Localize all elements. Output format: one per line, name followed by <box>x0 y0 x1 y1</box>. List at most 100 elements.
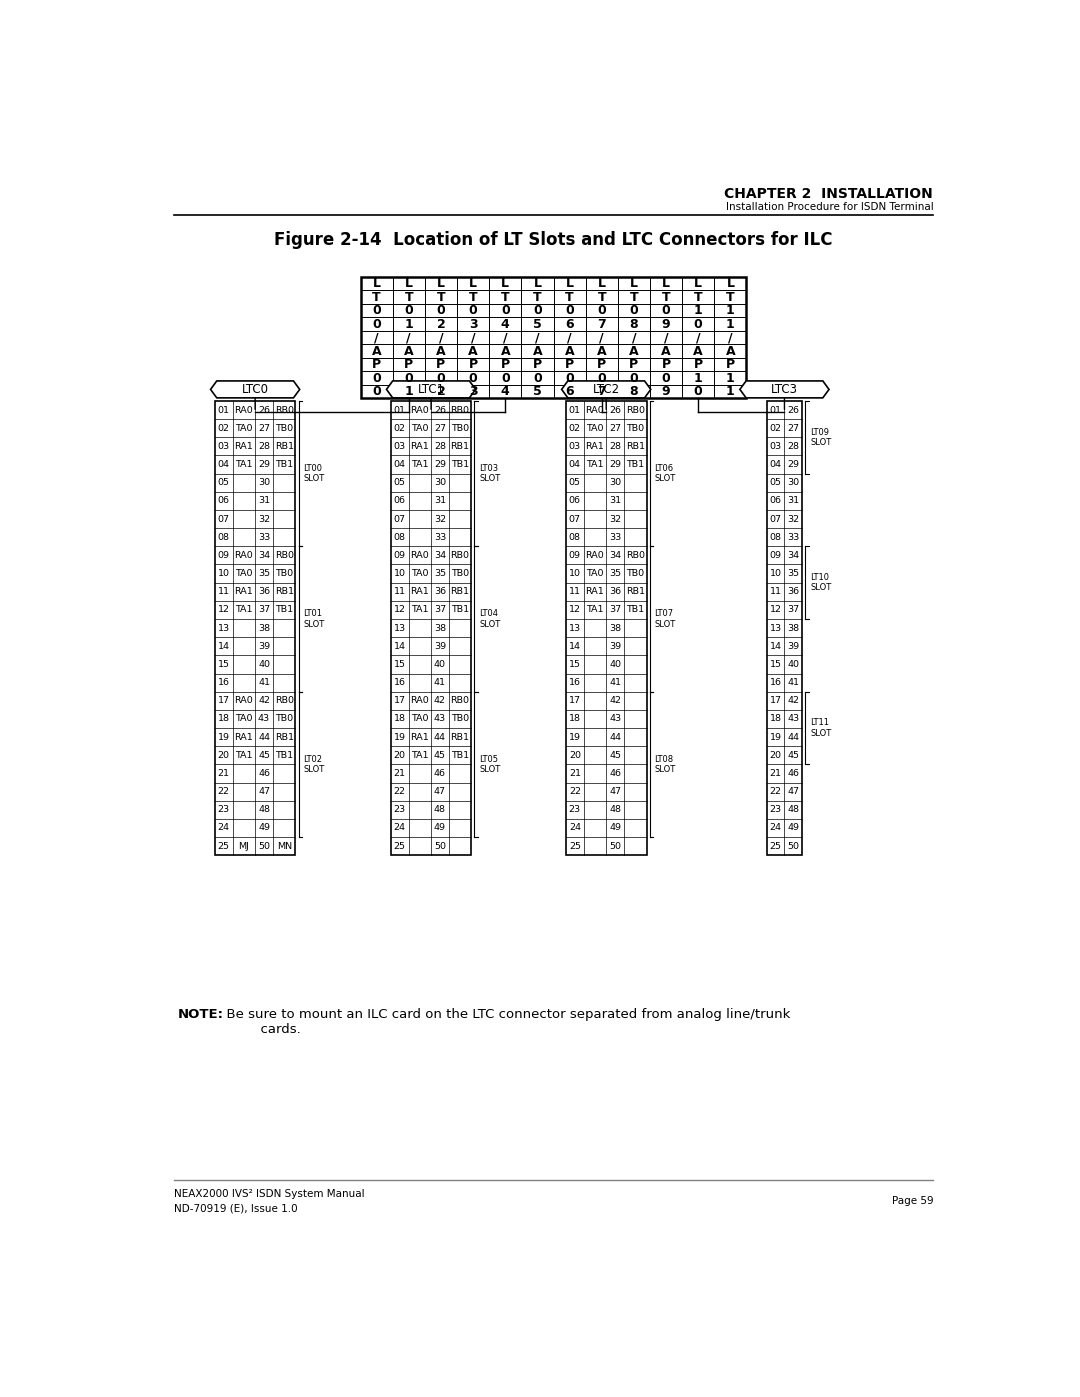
Text: 14: 14 <box>394 641 406 651</box>
Text: 23: 23 <box>569 805 581 814</box>
Text: 31: 31 <box>609 496 621 506</box>
Polygon shape <box>740 381 829 398</box>
Text: TA1: TA1 <box>411 750 429 760</box>
Text: Be sure to mount an ILC card on the LTC connector separated from analog line/tru: Be sure to mount an ILC card on the LTC … <box>218 1009 791 1037</box>
Text: 26: 26 <box>434 405 446 415</box>
Text: 17: 17 <box>218 696 230 705</box>
Text: RB0: RB0 <box>274 550 294 560</box>
Text: Installation Procedure for ISDN Terminal: Installation Procedure for ISDN Terminal <box>726 203 933 212</box>
Text: 31: 31 <box>787 496 799 506</box>
Text: T: T <box>565 291 573 303</box>
Text: 49: 49 <box>434 823 446 833</box>
Text: TB0: TB0 <box>275 714 294 724</box>
Text: 28: 28 <box>609 441 621 451</box>
Text: RB1: RB1 <box>450 587 470 597</box>
Text: /: / <box>632 331 636 344</box>
Text: 15: 15 <box>569 659 581 669</box>
Text: 11: 11 <box>218 587 230 597</box>
Text: 0: 0 <box>373 386 381 398</box>
Text: 50: 50 <box>434 841 446 851</box>
Text: T: T <box>662 291 671 303</box>
Text: 25: 25 <box>770 841 782 851</box>
Text: 49: 49 <box>609 823 621 833</box>
Text: 17: 17 <box>569 696 581 705</box>
Text: 13: 13 <box>769 623 782 633</box>
Text: A: A <box>565 345 575 358</box>
Text: 43: 43 <box>609 714 621 724</box>
Text: 0: 0 <box>436 305 445 317</box>
Text: RB0: RB0 <box>625 550 645 560</box>
Text: TB1: TB1 <box>626 605 645 615</box>
Text: TA1: TA1 <box>235 750 253 760</box>
Text: 31: 31 <box>258 496 270 506</box>
Text: 22: 22 <box>569 787 581 796</box>
Text: 3: 3 <box>469 386 477 398</box>
Text: 33: 33 <box>434 532 446 542</box>
Text: TA1: TA1 <box>235 460 253 469</box>
Text: 30: 30 <box>609 478 621 488</box>
Text: 07: 07 <box>569 514 581 524</box>
Text: P: P <box>726 358 735 372</box>
Text: 39: 39 <box>434 641 446 651</box>
Text: RA0: RA0 <box>585 550 605 560</box>
Text: 0: 0 <box>662 305 671 317</box>
Text: 36: 36 <box>258 587 270 597</box>
Text: 30: 30 <box>787 478 799 488</box>
Text: 48: 48 <box>787 805 799 814</box>
Text: 0: 0 <box>404 372 414 384</box>
Text: L: L <box>405 277 413 291</box>
Text: 10: 10 <box>770 569 782 578</box>
Text: 0: 0 <box>436 372 445 384</box>
Text: 31: 31 <box>434 496 446 506</box>
Text: 47: 47 <box>434 787 446 796</box>
Text: 21: 21 <box>770 768 782 778</box>
Text: LT01
SLOT: LT01 SLOT <box>303 609 324 629</box>
Text: 43: 43 <box>787 714 799 724</box>
Text: 18: 18 <box>218 714 230 724</box>
Text: 35: 35 <box>434 569 446 578</box>
Text: /: / <box>375 331 379 344</box>
Text: 37: 37 <box>787 605 799 615</box>
Text: L: L <box>630 277 638 291</box>
Text: RB0: RB0 <box>450 696 470 705</box>
Text: 27: 27 <box>609 423 621 433</box>
Text: 5: 5 <box>534 317 542 331</box>
Text: L: L <box>694 277 702 291</box>
Text: RB1: RB1 <box>274 441 294 451</box>
Text: 41: 41 <box>434 678 446 687</box>
Text: 26: 26 <box>609 405 621 415</box>
Text: 43: 43 <box>434 714 446 724</box>
Text: 06: 06 <box>770 496 782 506</box>
Text: 19: 19 <box>770 732 782 742</box>
Text: 41: 41 <box>258 678 270 687</box>
Text: 40: 40 <box>434 659 446 669</box>
Text: 05: 05 <box>218 478 230 488</box>
Text: /: / <box>406 331 411 344</box>
Text: 29: 29 <box>787 460 799 469</box>
Text: 30: 30 <box>258 478 270 488</box>
Text: A: A <box>372 345 381 358</box>
Text: LT04
SLOT: LT04 SLOT <box>480 609 500 629</box>
Text: 8: 8 <box>630 317 638 331</box>
Text: 25: 25 <box>394 841 406 851</box>
Text: 14: 14 <box>770 641 782 651</box>
Bar <box>361 277 746 398</box>
Text: 16: 16 <box>569 678 581 687</box>
Text: 2: 2 <box>436 317 445 331</box>
Text: 05: 05 <box>569 478 581 488</box>
Text: 0: 0 <box>662 372 671 384</box>
Text: 35: 35 <box>258 569 270 578</box>
Text: 19: 19 <box>569 732 581 742</box>
Text: A: A <box>661 345 671 358</box>
Text: TB0: TB0 <box>451 423 469 433</box>
Text: P: P <box>532 358 542 372</box>
Text: 41: 41 <box>609 678 621 687</box>
Text: 7: 7 <box>597 317 606 331</box>
Text: 0: 0 <box>630 305 638 317</box>
Text: 46: 46 <box>434 768 446 778</box>
Text: RB1: RB1 <box>274 732 294 742</box>
Text: T: T <box>501 291 510 303</box>
Text: RB0: RB0 <box>274 405 294 415</box>
Text: RA1: RA1 <box>234 587 254 597</box>
Text: 06: 06 <box>394 496 406 506</box>
